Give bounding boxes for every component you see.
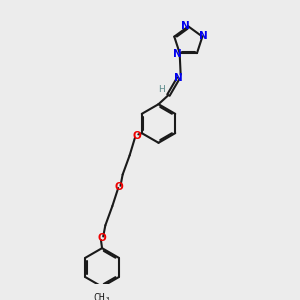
Text: O: O [132,131,141,141]
Text: O: O [115,182,124,192]
Text: N: N [200,31,208,41]
Text: H: H [158,85,165,94]
Text: N: N [173,49,182,59]
Text: O: O [98,232,106,243]
Text: CH₃: CH₃ [93,292,111,300]
Text: N: N [181,21,189,31]
Text: N: N [174,73,183,83]
